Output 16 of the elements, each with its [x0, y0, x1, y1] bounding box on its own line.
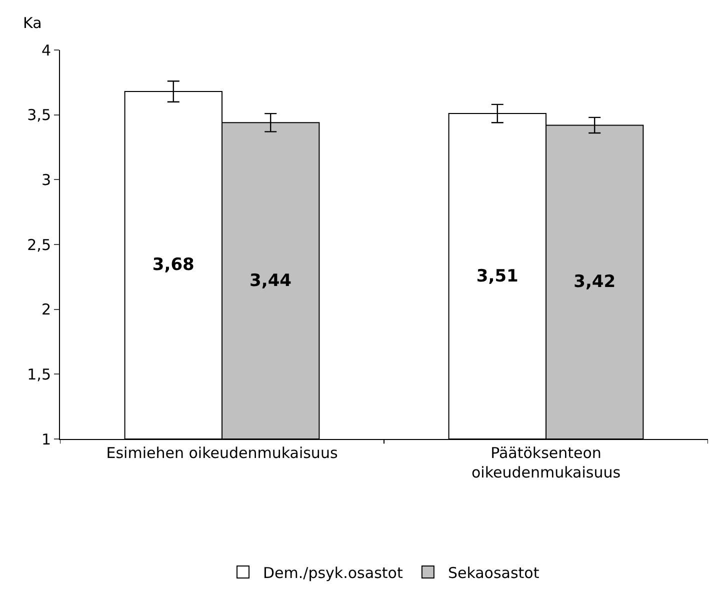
- data-label: 3,68: [152, 255, 194, 276]
- y-tick-label: 2: [41, 300, 51, 319]
- data-label: 3,42: [574, 272, 616, 292]
- y-tick-label: 3: [41, 170, 51, 189]
- y-tick-label: 4: [41, 41, 51, 60]
- y-tick-label: 1: [41, 430, 51, 448]
- x-tick-label: Esimiehen oikeudenmukaisuus: [106, 444, 338, 462]
- data-label: 3,51: [476, 266, 518, 286]
- y-axis-title: Ka: [23, 14, 42, 32]
- data-label: 3,44: [250, 270, 292, 291]
- y-tick-label: 1,5: [27, 365, 51, 384]
- legend-label: Sekaosastot: [448, 564, 540, 582]
- legend-label: Dem./psyk.osastot: [263, 564, 403, 582]
- y-tick-label: 3,5: [27, 106, 51, 124]
- x-tick-label: Päätöksenteon oikeudenmukaisuus: [471, 444, 621, 482]
- y-tick-label: 2,5: [27, 236, 51, 254]
